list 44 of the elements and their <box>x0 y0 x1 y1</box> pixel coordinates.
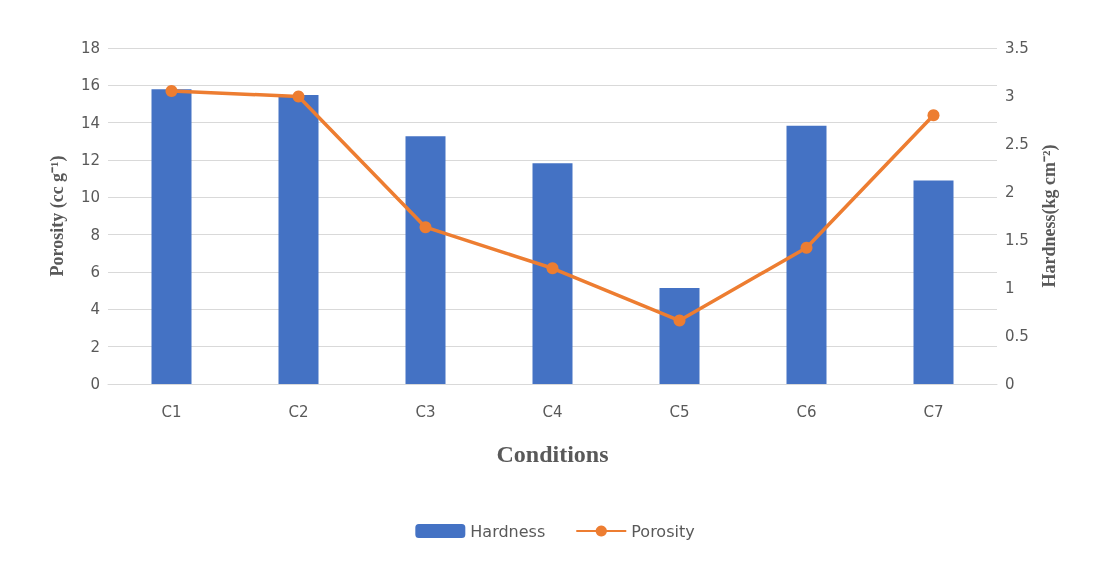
x-tick-label: C5 <box>669 402 690 421</box>
bar <box>659 288 700 384</box>
y-tick-label: 10 <box>80 188 100 207</box>
point <box>673 314 686 327</box>
bar <box>786 125 827 384</box>
y-tick-label: 4 <box>90 300 100 319</box>
x-tick-label: C7 <box>923 402 944 421</box>
x-tick-label: C1 <box>161 402 182 421</box>
legend-label: Porosity <box>631 521 695 541</box>
bar <box>913 180 954 384</box>
y-tick-label: 8 <box>90 225 100 244</box>
y-axis-title: Porosity (cc g⁻¹) <box>47 155 68 277</box>
legend-label: Hardness <box>470 521 546 541</box>
y-tick-label: 12 <box>80 151 100 169</box>
x-tick-label: C6 <box>796 402 817 421</box>
point <box>927 109 940 122</box>
bar <box>405 136 446 384</box>
point <box>419 221 432 234</box>
y-tick-label: 18 <box>80 39 100 57</box>
y-tick-label: 14 <box>80 113 100 132</box>
point <box>292 90 305 103</box>
y2-tick-label: 3.5 <box>1005 39 1029 57</box>
bar <box>532 163 573 384</box>
y2-tick-label: 2.5 <box>1005 135 1029 153</box>
x-tick-label: C3 <box>415 402 436 421</box>
y2-tick-label: 3 <box>1005 87 1015 105</box>
y2-axis-title: Hardness(kg cm⁻²) <box>1038 144 1060 288</box>
x-tick-label: C2 <box>288 402 309 421</box>
bar <box>278 95 319 384</box>
y-tick-label: 16 <box>80 76 100 95</box>
y-tick-label: 2 <box>90 337 100 356</box>
y2-tick-label: 0.5 <box>1005 327 1029 345</box>
x-tick-label: C4 <box>542 402 563 421</box>
x-axis-title: Conditions <box>496 441 609 467</box>
point <box>800 241 813 254</box>
y-tick-label: 0 <box>90 375 100 393</box>
y2-tick-label: 0 <box>1005 375 1015 393</box>
y2-tick-label: 2 <box>1005 183 1015 201</box>
bar <box>151 89 192 384</box>
y2-tick-label: 1.5 <box>1005 231 1029 249</box>
point <box>546 262 559 275</box>
y-tick-label: 6 <box>90 263 100 281</box>
point <box>165 84 178 97</box>
y2-tick-label: 1 <box>1005 279 1015 297</box>
